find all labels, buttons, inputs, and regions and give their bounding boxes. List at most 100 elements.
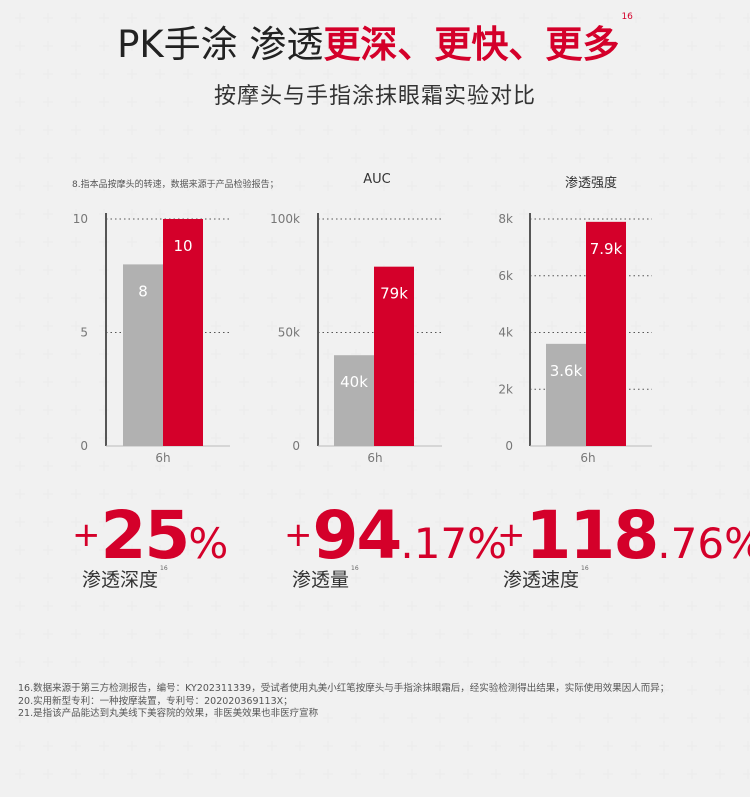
background-cross — [323, 13, 333, 23]
background-cross — [267, 237, 277, 247]
background-cross — [463, 517, 473, 527]
background-cross — [463, 685, 473, 695]
background-cross — [15, 741, 25, 751]
background-cross — [99, 769, 109, 779]
background-cross — [575, 265, 585, 275]
background-cross — [155, 545, 165, 555]
background-cross — [631, 125, 641, 135]
background-cross — [127, 209, 137, 219]
background-cross — [295, 629, 305, 639]
background-cross — [71, 69, 81, 79]
background-cross — [99, 265, 109, 275]
background-cross — [183, 573, 193, 583]
y-tick-label: 0 — [505, 439, 513, 453]
background-cross — [267, 181, 277, 191]
background-cross — [351, 769, 361, 779]
background-cross — [43, 293, 53, 303]
y-tick-label: 8k — [498, 212, 513, 226]
background-cross — [267, 573, 277, 583]
background-cross — [239, 545, 249, 555]
stat-label-speed: 渗透速度16 — [503, 565, 589, 592]
background-cross — [519, 629, 529, 639]
background-cross — [127, 237, 137, 247]
background-cross — [183, 181, 193, 191]
background-cross — [267, 125, 277, 135]
background-cross — [43, 41, 53, 51]
background-cross — [603, 741, 613, 751]
background-cross — [267, 293, 277, 303]
background-cross — [659, 573, 669, 583]
background-cross — [463, 461, 473, 471]
background-cross — [603, 629, 613, 639]
background-cross — [295, 125, 305, 135]
background-cross — [183, 685, 193, 695]
background-cross — [491, 125, 501, 135]
background-cross — [715, 601, 725, 611]
background-cross — [659, 181, 669, 191]
background-cross — [379, 461, 389, 471]
stat-suffix: .17% — [400, 519, 508, 568]
background-cross — [239, 517, 249, 527]
background-cross — [631, 741, 641, 751]
background-cross — [687, 321, 697, 331]
background-cross — [575, 769, 585, 779]
background-cross — [743, 769, 750, 779]
background-cross — [155, 41, 165, 51]
background-cross — [351, 545, 361, 555]
background-cross — [15, 461, 25, 471]
background-cross — [15, 321, 25, 331]
background-cross — [15, 713, 25, 723]
background-cross — [491, 573, 501, 583]
background-cross — [211, 713, 221, 723]
y-tick-label: 6k — [498, 269, 513, 283]
background-cross — [491, 321, 501, 331]
background-cross — [743, 741, 750, 751]
background-cross — [519, 293, 529, 303]
background-cross — [715, 97, 725, 107]
background-cross — [659, 433, 669, 443]
background-cross — [407, 181, 417, 191]
background-cross — [575, 293, 585, 303]
background-cross — [407, 517, 417, 527]
background-cross — [155, 461, 165, 471]
background-cross — [127, 517, 137, 527]
background-cross — [687, 41, 697, 51]
background-cross — [71, 629, 81, 639]
background-cross — [687, 265, 697, 275]
stat-label-amount: 渗透量16 — [292, 565, 359, 592]
background-cross — [155, 601, 165, 611]
background-cross — [323, 769, 333, 779]
background-cross — [715, 741, 725, 751]
background-cross — [435, 181, 445, 191]
background-cross — [183, 601, 193, 611]
background-cross — [603, 769, 613, 779]
background-cross — [575, 41, 585, 51]
background-cross — [463, 293, 473, 303]
background-cross — [659, 489, 669, 499]
background-cross — [603, 685, 613, 695]
background-cross — [155, 69, 165, 79]
background-cross — [631, 545, 641, 555]
background-cross — [323, 69, 333, 79]
background-cross — [239, 657, 249, 667]
background-cross — [491, 377, 501, 387]
background-cross — [407, 153, 417, 163]
background-cross — [267, 321, 277, 331]
bar-massager — [374, 266, 414, 446]
background-cross — [43, 265, 53, 275]
page-title: PK手涂 渗透更深、更快、更多16 — [0, 12, 750, 68]
background-cross — [295, 545, 305, 555]
background-cross — [659, 97, 669, 107]
background-cross — [323, 265, 333, 275]
background-cross — [211, 685, 221, 695]
background-cross — [379, 545, 389, 555]
background-cross — [575, 181, 585, 191]
background-cross — [547, 601, 557, 611]
background-cross — [715, 69, 725, 79]
background-cross — [435, 237, 445, 247]
stat-plus: + — [284, 515, 313, 555]
background-cross — [295, 237, 305, 247]
background-cross — [183, 545, 193, 555]
background-cross — [211, 629, 221, 639]
background-cross — [43, 741, 53, 751]
